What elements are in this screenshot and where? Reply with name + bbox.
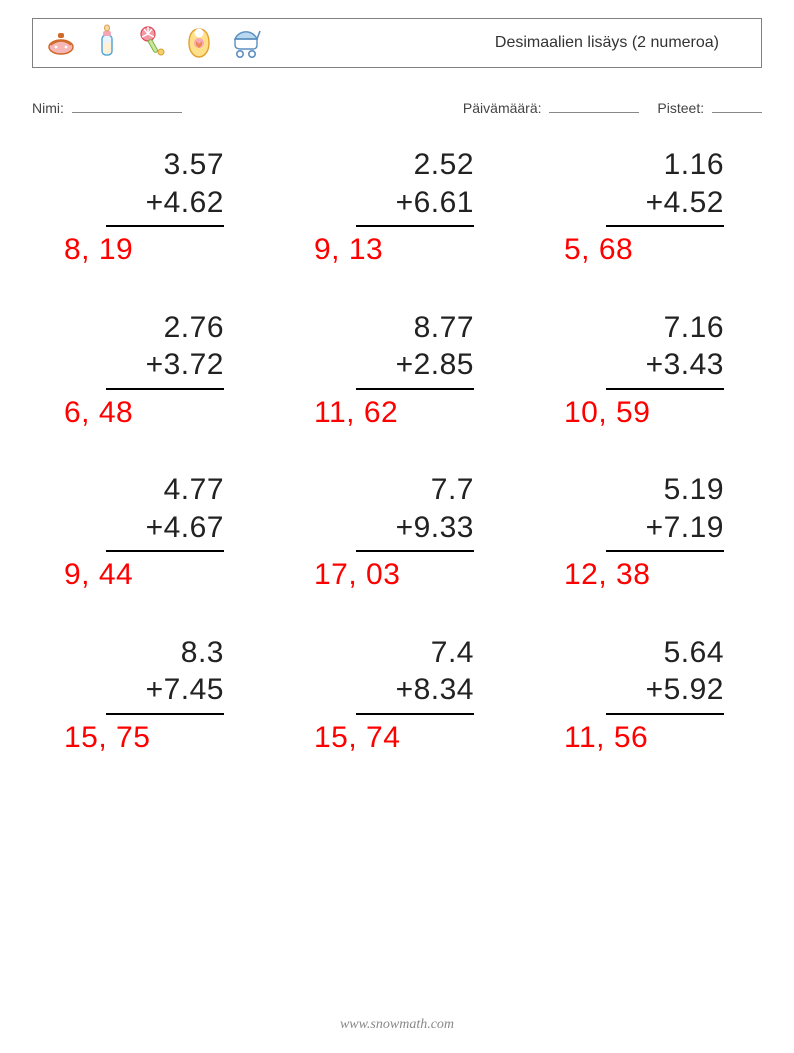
operand-bottom: +5.92 <box>646 671 724 709</box>
problem-7: 4.77+4.679, 44 <box>42 471 252 594</box>
problem-stack: 2.52+6.61 <box>356 146 474 229</box>
operand-bottom: +3.72 <box>146 346 224 384</box>
operand-bottom: +6.61 <box>396 184 474 222</box>
problem-11: 7.4+8.3415, 74 <box>292 634 502 757</box>
bottle-icon <box>91 23 123 64</box>
worksheet-title: Desimaalien lisäys (2 numeroa) <box>495 34 749 52</box>
sum-rule <box>106 713 224 715</box>
sum-rule <box>106 225 224 227</box>
bib-icon <box>183 23 215 64</box>
problem-stack: 2.76+3.72 <box>106 309 224 392</box>
answer: 5, 68 <box>564 231 633 269</box>
score-blank[interactable] <box>712 98 762 113</box>
operand-bottom: +7.45 <box>146 671 224 709</box>
operand-bottom: +4.67 <box>146 509 224 547</box>
operand-bottom: +3.43 <box>646 346 724 384</box>
answer: 9, 44 <box>64 556 133 594</box>
answer: 12, 38 <box>564 556 650 594</box>
problem-stack: 7.7+9.33 <box>356 471 474 554</box>
problem-1: 3.57+4.628, 19 <box>42 146 252 269</box>
problem-stack: 5.19+7.19 <box>606 471 724 554</box>
date-field: Päivämäärä: <box>463 98 639 116</box>
rattle-icon <box>137 23 169 64</box>
operand-top: 5.19 <box>664 471 724 509</box>
problem-9: 5.19+7.1912, 38 <box>542 471 752 594</box>
answer: 11, 56 <box>564 719 648 757</box>
problem-6: 7.16+3.4310, 59 <box>542 309 752 432</box>
problem-10: 8.3+7.4515, 75 <box>42 634 252 757</box>
date-label: Päivämäärä: <box>463 100 542 116</box>
bowl-icon <box>45 23 77 64</box>
name-field: Nimi: <box>32 98 455 116</box>
operand-bottom: +7.19 <box>646 509 724 547</box>
operand-bottom: +4.62 <box>146 184 224 222</box>
answer: 17, 03 <box>314 556 400 594</box>
info-row: Nimi: Päivämäärä: Pisteet: <box>32 98 762 116</box>
problem-stack: 4.77+4.67 <box>106 471 224 554</box>
problem-stack: 7.4+8.34 <box>356 634 474 717</box>
operand-top: 7.4 <box>431 634 474 672</box>
sum-rule <box>356 550 474 552</box>
operand-bottom: +8.34 <box>396 671 474 709</box>
operand-top: 7.7 <box>431 471 474 509</box>
date-blank[interactable] <box>549 98 639 113</box>
answer: 15, 75 <box>64 719 150 757</box>
operand-top: 7.16 <box>664 309 724 347</box>
name-blank[interactable] <box>72 98 182 113</box>
problem-stack: 1.16+4.52 <box>606 146 724 229</box>
problems-grid: 3.57+4.628, 192.52+6.619, 131.16+4.525, … <box>32 146 762 756</box>
sum-rule <box>106 388 224 390</box>
header-icons <box>45 23 261 64</box>
problem-stack: 7.16+3.43 <box>606 309 724 392</box>
answer: 15, 74 <box>314 719 400 757</box>
sum-rule <box>356 713 474 715</box>
sum-rule <box>606 388 724 390</box>
sum-rule <box>606 550 724 552</box>
problem-8: 7.7+9.3317, 03 <box>292 471 502 594</box>
operand-top: 2.76 <box>164 309 224 347</box>
problem-stack: 8.3+7.45 <box>106 634 224 717</box>
answer: 6, 48 <box>64 394 133 432</box>
problem-stack: 5.64+5.92 <box>606 634 724 717</box>
footer-url: www.snowmath.com <box>0 1017 794 1033</box>
score-field: Pisteet: <box>657 98 762 116</box>
score-label: Pisteet: <box>657 100 704 116</box>
problem-12: 5.64+5.9211, 56 <box>542 634 752 757</box>
answer: 11, 62 <box>314 394 398 432</box>
operand-top: 2.52 <box>414 146 474 184</box>
operand-bottom: +4.52 <box>646 184 724 222</box>
operand-top: 8.77 <box>414 309 474 347</box>
problem-3: 1.16+4.525, 68 <box>542 146 752 269</box>
operand-top: 1.16 <box>664 146 724 184</box>
operand-top: 4.77 <box>164 471 224 509</box>
problem-stack: 3.57+4.62 <box>106 146 224 229</box>
problem-4: 2.76+3.726, 48 <box>42 309 252 432</box>
stroller-icon <box>229 23 261 64</box>
problem-2: 2.52+6.619, 13 <box>292 146 502 269</box>
answer: 10, 59 <box>564 394 650 432</box>
sum-rule <box>356 225 474 227</box>
name-label: Nimi: <box>32 100 64 116</box>
answer: 9, 13 <box>314 231 383 269</box>
operand-bottom: +9.33 <box>396 509 474 547</box>
sum-rule <box>356 388 474 390</box>
operand-bottom: +2.85 <box>396 346 474 384</box>
operand-top: 3.57 <box>164 146 224 184</box>
operand-top: 5.64 <box>664 634 724 672</box>
problem-stack: 8.77+2.85 <box>356 309 474 392</box>
sum-rule <box>606 225 724 227</box>
sum-rule <box>106 550 224 552</box>
sum-rule <box>606 713 724 715</box>
answer: 8, 19 <box>64 231 133 269</box>
problem-5: 8.77+2.8511, 62 <box>292 309 502 432</box>
operand-top: 8.3 <box>181 634 224 672</box>
header-box: Desimaalien lisäys (2 numeroa) <box>32 18 762 68</box>
